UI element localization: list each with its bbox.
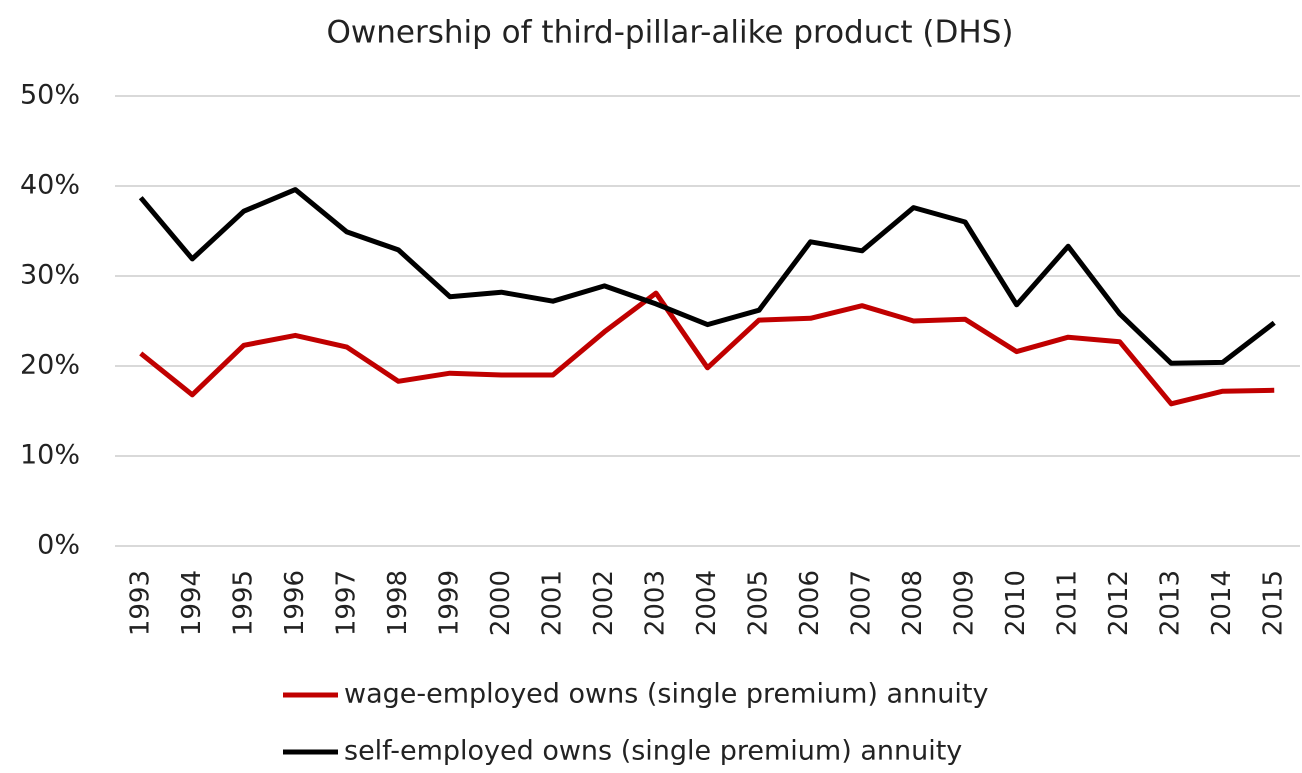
x-tick-label: 2015 xyxy=(1259,570,1289,636)
chart-title: Ownership of third-pillar-alike product … xyxy=(327,15,1014,51)
y-tick-label: 40% xyxy=(20,170,80,201)
x-tick-label: 2001 xyxy=(537,570,567,636)
x-tick-label: 1994 xyxy=(177,570,207,636)
x-tick-label: 2009 xyxy=(950,570,980,636)
x-tick-label: 1996 xyxy=(280,570,310,636)
x-tick-label: 2005 xyxy=(744,570,774,636)
x-tick-label: 2000 xyxy=(486,570,516,636)
x-tick-label: 2004 xyxy=(692,570,722,636)
x-tick-label: 1995 xyxy=(228,570,258,636)
legend-label: wage-employed owns (single premium) annu… xyxy=(344,679,988,710)
x-tick-label: 1998 xyxy=(383,570,413,636)
x-tick-label: 2008 xyxy=(898,570,928,636)
y-tick-label: 30% xyxy=(20,260,80,291)
x-tick-label: 2013 xyxy=(1156,570,1186,636)
x-tick-label: 2006 xyxy=(795,570,825,636)
x-tick-label: 2012 xyxy=(1104,570,1134,636)
x-tick-label: 2007 xyxy=(847,570,877,636)
y-tick-label: 10% xyxy=(20,440,80,471)
x-tick-label: 2011 xyxy=(1053,570,1083,636)
x-tick-label: 1993 xyxy=(125,570,155,636)
x-tick-label: 1997 xyxy=(331,570,361,636)
x-tick-label: 2003 xyxy=(640,570,670,636)
x-tick-label: 2014 xyxy=(1207,570,1237,636)
series-line xyxy=(139,290,1275,407)
y-tick-label: 50% xyxy=(20,80,80,111)
y-tick-label: 0% xyxy=(37,530,80,561)
x-tick-label: 2002 xyxy=(589,570,619,636)
x-tick-label: 1999 xyxy=(434,570,464,636)
legend-label: self-employed owns (single premium) annu… xyxy=(344,736,962,767)
series-line xyxy=(138,187,1276,366)
y-tick-label: 20% xyxy=(20,350,80,381)
x-tick-label: 2010 xyxy=(1001,570,1031,636)
